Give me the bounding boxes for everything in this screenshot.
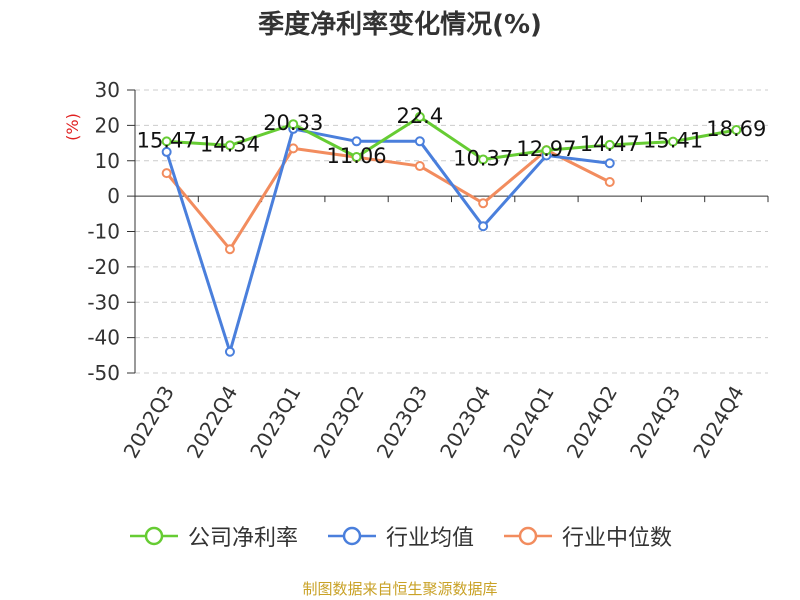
data-label: 15.41 [643, 129, 703, 153]
legend-item[interactable]: 公司净利率 [128, 520, 298, 552]
legend-label: 行业中位数 [562, 526, 673, 551]
data-point [288, 119, 299, 130]
y-tick-label: -10 [87, 220, 120, 244]
x-tick-label: 2023Q1 [245, 382, 305, 463]
y-tick-label: 20 [95, 113, 120, 137]
data-point [478, 154, 489, 165]
data-point [351, 152, 362, 163]
y-tick-label: -50 [87, 361, 120, 385]
data-label: 22.4 [396, 104, 443, 128]
legend-label: 行业均值 [385, 526, 474, 551]
data-point [604, 158, 615, 169]
y-tick-label: 0 [107, 184, 120, 208]
data-point [478, 221, 489, 232]
data-point [604, 139, 615, 150]
chart-title: 季度净利率变化情况(%) [258, 10, 542, 40]
x-tick-label: 2023Q2 [308, 382, 368, 463]
grid-lines [135, 89, 768, 374]
data-label: 18.69 [706, 117, 766, 141]
series-line [166, 115, 737, 161]
legend-marker-icon [504, 526, 552, 546]
series-lines [161, 111, 742, 357]
data-label: 11.06 [326, 144, 386, 168]
series-line [165, 127, 610, 354]
data-label: 14.34 [200, 132, 260, 156]
data-point [414, 111, 425, 122]
x-tick-label: 2024Q1 [498, 382, 558, 463]
legend-marker-icon [327, 526, 376, 546]
data-point [161, 146, 172, 157]
legend-item[interactable]: 行业均值 [326, 520, 474, 552]
x-tick-label: 2024Q4 [688, 382, 748, 463]
data-label: 14.47 [580, 132, 640, 156]
x-tick-label: 2023Q4 [435, 382, 495, 463]
data-point [224, 140, 235, 151]
data-point [541, 145, 552, 156]
data-label: 20.33 [263, 111, 323, 135]
data-point [414, 161, 425, 172]
data-label: 10.37 [453, 146, 513, 170]
y-tick-label: -30 [87, 290, 120, 314]
legend: 公司净利率 行业均值 行业中位数 [0, 520, 800, 552]
data-point [478, 198, 489, 209]
legend-marker-icon [129, 526, 178, 546]
data-point [414, 136, 425, 147]
x-tick-label: 2024Q3 [625, 382, 685, 463]
y-axis-label: (%) [63, 113, 82, 141]
x-tick-label: 2023Q3 [372, 382, 432, 463]
data-point [731, 125, 742, 136]
data-point [161, 136, 172, 147]
y-tick-label: -20 [87, 255, 120, 279]
data-label: 12.97 [516, 137, 576, 161]
data-point [224, 346, 235, 357]
y-tick-label: 10 [95, 149, 120, 173]
y-tick-label: -40 [87, 326, 120, 350]
x-tick-label: 2022Q4 [182, 382, 242, 463]
y-tick-label: 30 [95, 78, 120, 102]
data-point [224, 244, 235, 255]
data-point [288, 143, 299, 154]
data-point [668, 136, 679, 147]
x-tick-label: 2022Q3 [119, 382, 179, 463]
data-point [351, 136, 362, 147]
source-note: 制图数据来自恒生聚源数据库 [302, 580, 498, 598]
legend-item[interactable]: 行业中位数 [502, 520, 672, 552]
data-point [161, 168, 172, 179]
series-line [165, 146, 611, 251]
data-point [604, 176, 615, 187]
legend-label: 公司净利率 [187, 526, 298, 551]
x-tick-label: 2024Q2 [562, 382, 622, 463]
data-label: 15.47 [137, 128, 197, 152]
